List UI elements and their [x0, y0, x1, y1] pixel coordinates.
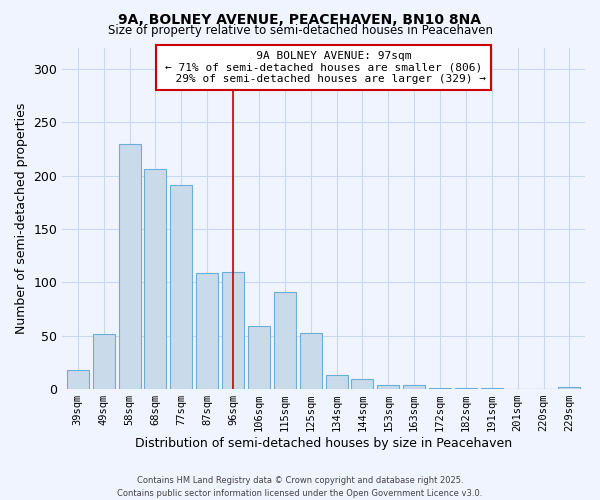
- Bar: [119, 144, 140, 389]
- Bar: [352, 380, 373, 389]
- Bar: [274, 292, 296, 389]
- Bar: [559, 387, 580, 389]
- Bar: [196, 272, 218, 389]
- Bar: [92, 334, 115, 389]
- X-axis label: Distribution of semi-detached houses by size in Peacehaven: Distribution of semi-detached houses by …: [135, 437, 512, 450]
- Bar: [248, 326, 270, 389]
- Text: 9A, BOLNEY AVENUE, PEACEHAVEN, BN10 8NA: 9A, BOLNEY AVENUE, PEACEHAVEN, BN10 8NA: [119, 12, 482, 26]
- Bar: [222, 272, 244, 389]
- Bar: [170, 185, 193, 389]
- Bar: [455, 388, 477, 389]
- Bar: [326, 375, 347, 389]
- Bar: [481, 388, 503, 389]
- Bar: [377, 385, 400, 389]
- Text: Contains HM Land Registry data © Crown copyright and database right 2025.
Contai: Contains HM Land Registry data © Crown c…: [118, 476, 482, 498]
- Bar: [300, 332, 322, 389]
- Bar: [145, 169, 166, 389]
- Y-axis label: Number of semi-detached properties: Number of semi-detached properties: [15, 102, 28, 334]
- Text: 9A BOLNEY AVENUE: 97sqm
← 71% of semi-detached houses are smaller (806)
  29% of: 9A BOLNEY AVENUE: 97sqm ← 71% of semi-de…: [161, 51, 485, 84]
- Bar: [67, 370, 89, 389]
- Text: Size of property relative to semi-detached houses in Peacehaven: Size of property relative to semi-detach…: [107, 24, 493, 37]
- Bar: [403, 385, 425, 389]
- Bar: [429, 388, 451, 389]
